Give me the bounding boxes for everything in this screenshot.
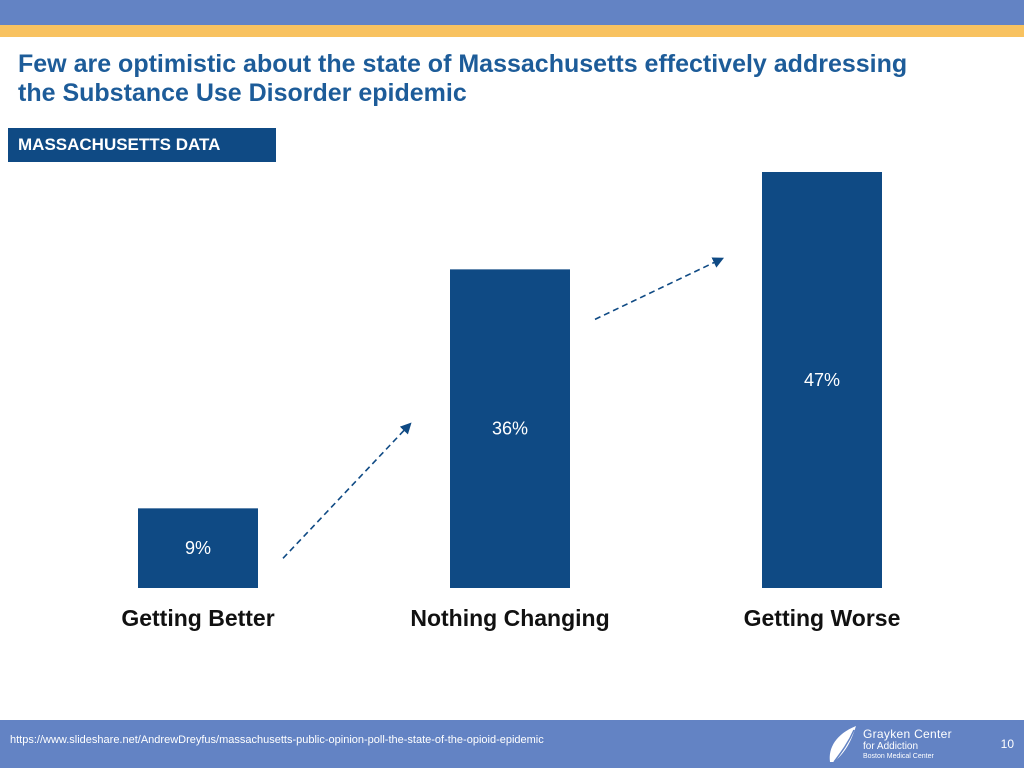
data-badge: MASSACHUSETTS DATA	[8, 128, 276, 162]
data-label: 9%	[185, 538, 211, 558]
logo-text-line-2: for Addiction	[863, 741, 919, 752]
bar-nothing-changing	[450, 269, 570, 588]
category-label: Getting Worse	[744, 605, 901, 631]
trend-arrow	[282, 422, 412, 559]
page-number: 10	[1000, 737, 1014, 751]
bar-chart: 9% Getting Better 36% Nothing Changing 47% Ge…	[121, 172, 901, 631]
bar-getting-better	[138, 508, 258, 588]
title-line-1: Few are optimistic about the state of Ma…	[18, 50, 908, 78]
trend-arrow	[594, 257, 725, 321]
bar-getting-worse	[762, 172, 882, 588]
accent-stripe	[0, 25, 1024, 37]
category-label: Nothing Changing	[410, 605, 609, 631]
logo-text-line-3: Boston Medical Center	[863, 753, 934, 760]
top-banner	[0, 0, 1024, 25]
page-title: Few are optimistic about the state of Ma…	[18, 50, 1008, 108]
leaf-logo-icon	[829, 726, 856, 763]
grayken-logo: Grayken Center for Addiction Boston Medi…	[826, 722, 976, 766]
data-label: 47%	[804, 370, 840, 390]
logo-text-line-1: Grayken Center	[863, 727, 952, 741]
footer: https://www.slideshare.net/AndrewDreyfus…	[0, 720, 1024, 768]
source-link[interactable]: https://www.slideshare.net/AndrewDreyfus…	[10, 734, 544, 746]
data-label: 36%	[492, 419, 528, 439]
title-line-2: the Substance Use Disorder epidemic	[18, 79, 467, 107]
category-label: Getting Better	[121, 605, 274, 631]
